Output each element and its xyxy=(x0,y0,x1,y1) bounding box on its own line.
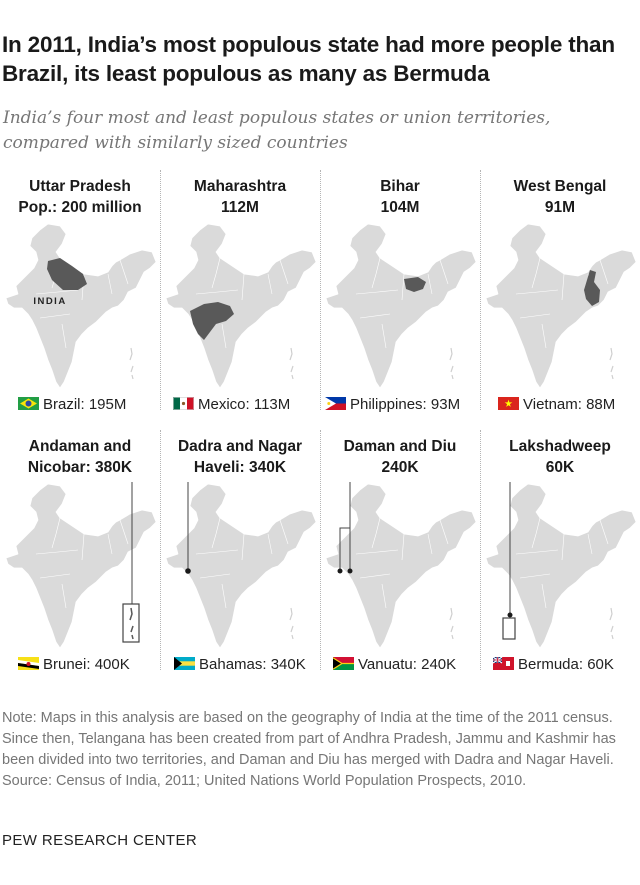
highlight-andaman-nicobar xyxy=(129,607,134,640)
india-map xyxy=(485,482,637,649)
footnote: Note: Maps in this analysis are based on… xyxy=(2,708,638,792)
state-label: Bihar 104M xyxy=(380,178,420,216)
country-comparison: Brazil: 195M xyxy=(18,395,126,415)
map-cell-daman-diu: Daman and Diu 240K Vanuatu: 240K xyxy=(320,430,480,690)
philippines-flag xyxy=(325,397,346,410)
map-cell-west-bengal: West Bengal 91M Vietnam: 88M xyxy=(480,170,640,430)
source-text: Source: Census of India, 2011; United Na… xyxy=(2,773,527,789)
chart-title: In 2011, India’s most populous state had… xyxy=(2,32,615,86)
highlight-dot xyxy=(507,612,513,618)
state-label: Uttar Pradesh Pop.: 200 million xyxy=(18,178,142,216)
map-cell-lakshadweep: Lakshadweep 60K Bermuda: 60K xyxy=(480,430,640,690)
highlight-maharashtra xyxy=(190,302,234,340)
state-label: Dadra and Nagar Haveli: 340K xyxy=(177,438,303,476)
map-cell-uttar-pradesh: Uttar Pradesh Pop.: 200 million INDIA Br… xyxy=(0,170,160,430)
india-map xyxy=(325,223,477,389)
state-label: West Bengal 91M xyxy=(513,178,607,216)
india-map xyxy=(485,223,637,389)
chart-subtitle: India’s four most and least populous sta… xyxy=(3,108,551,153)
map-cell-andaman-nicobar: Andaman and Nicobar: 380K Brunei: 400K xyxy=(0,430,160,690)
india-outline xyxy=(5,483,157,649)
india-map xyxy=(325,482,477,649)
brunei-flag xyxy=(18,657,39,670)
highlight-box xyxy=(122,603,140,643)
country-comparison: Vanuatu: 240K xyxy=(333,655,456,675)
highlight-west-bengal xyxy=(584,270,600,306)
india-outline xyxy=(5,223,157,389)
maps-grid: Uttar Pradesh Pop.: 200 million INDIA Br… xyxy=(0,170,640,690)
divider xyxy=(160,430,161,670)
state-label: Maharashtra 112M xyxy=(193,178,287,216)
bermuda-flag xyxy=(493,657,514,670)
india-outline xyxy=(165,223,317,389)
brazil-flag xyxy=(18,397,39,410)
leader-line xyxy=(339,527,351,570)
mexico-flag xyxy=(173,397,194,410)
india-outline xyxy=(325,223,477,389)
highlight-dadra-nagar-haveli xyxy=(185,568,191,574)
bahamas-flag xyxy=(174,657,195,670)
india-map xyxy=(5,482,157,649)
india-map xyxy=(165,482,317,649)
map-cell-maharashtra: Maharashtra 112M Mexico: 113M xyxy=(160,170,320,430)
highlight-lakshadweep xyxy=(502,617,516,640)
india-outline xyxy=(325,483,477,649)
country-comparison: Vietnam: 88M xyxy=(498,395,615,415)
india-map xyxy=(165,223,317,389)
state-label: Lakshadweep 60K xyxy=(509,438,611,476)
map-india-label: INDIA xyxy=(33,296,66,307)
highlight-bihar xyxy=(404,277,426,292)
country-comparison: Bahamas: 340K xyxy=(174,655,306,675)
divider xyxy=(480,430,481,670)
country-comparison: Mexico: 113M xyxy=(173,395,290,415)
vietnam-flag xyxy=(498,397,519,410)
india-map: INDIA xyxy=(5,223,157,389)
map-cell-dadra-nagar-haveli: Dadra and Nagar Haveli: 340K Bahamas: 34… xyxy=(160,430,320,690)
state-label: Andaman and Nicobar: 380K xyxy=(27,438,133,476)
vanuatu-flag xyxy=(333,657,354,670)
note-text: Note: Maps in this analysis are based on… xyxy=(2,710,616,768)
country-comparison: Philippines: 93M xyxy=(325,395,460,415)
state-label: Daman and Diu 240K xyxy=(343,438,457,476)
map-cell-bihar: Bihar 104M Philippines: 93M xyxy=(320,170,480,430)
divider xyxy=(320,170,321,410)
india-outline xyxy=(485,483,637,649)
india-outline xyxy=(485,223,637,389)
highlight-daman xyxy=(347,568,353,574)
country-comparison: Brunei: 400K xyxy=(18,655,130,675)
brand-logo-text: PEW RESEARCH CENTER xyxy=(2,832,198,849)
divider xyxy=(320,430,321,670)
divider xyxy=(480,170,481,410)
highlight-uttar-pradesh xyxy=(47,258,87,290)
highlight-diu xyxy=(337,568,343,574)
country-comparison: Bermuda: 60K xyxy=(493,655,614,675)
divider xyxy=(160,170,161,410)
